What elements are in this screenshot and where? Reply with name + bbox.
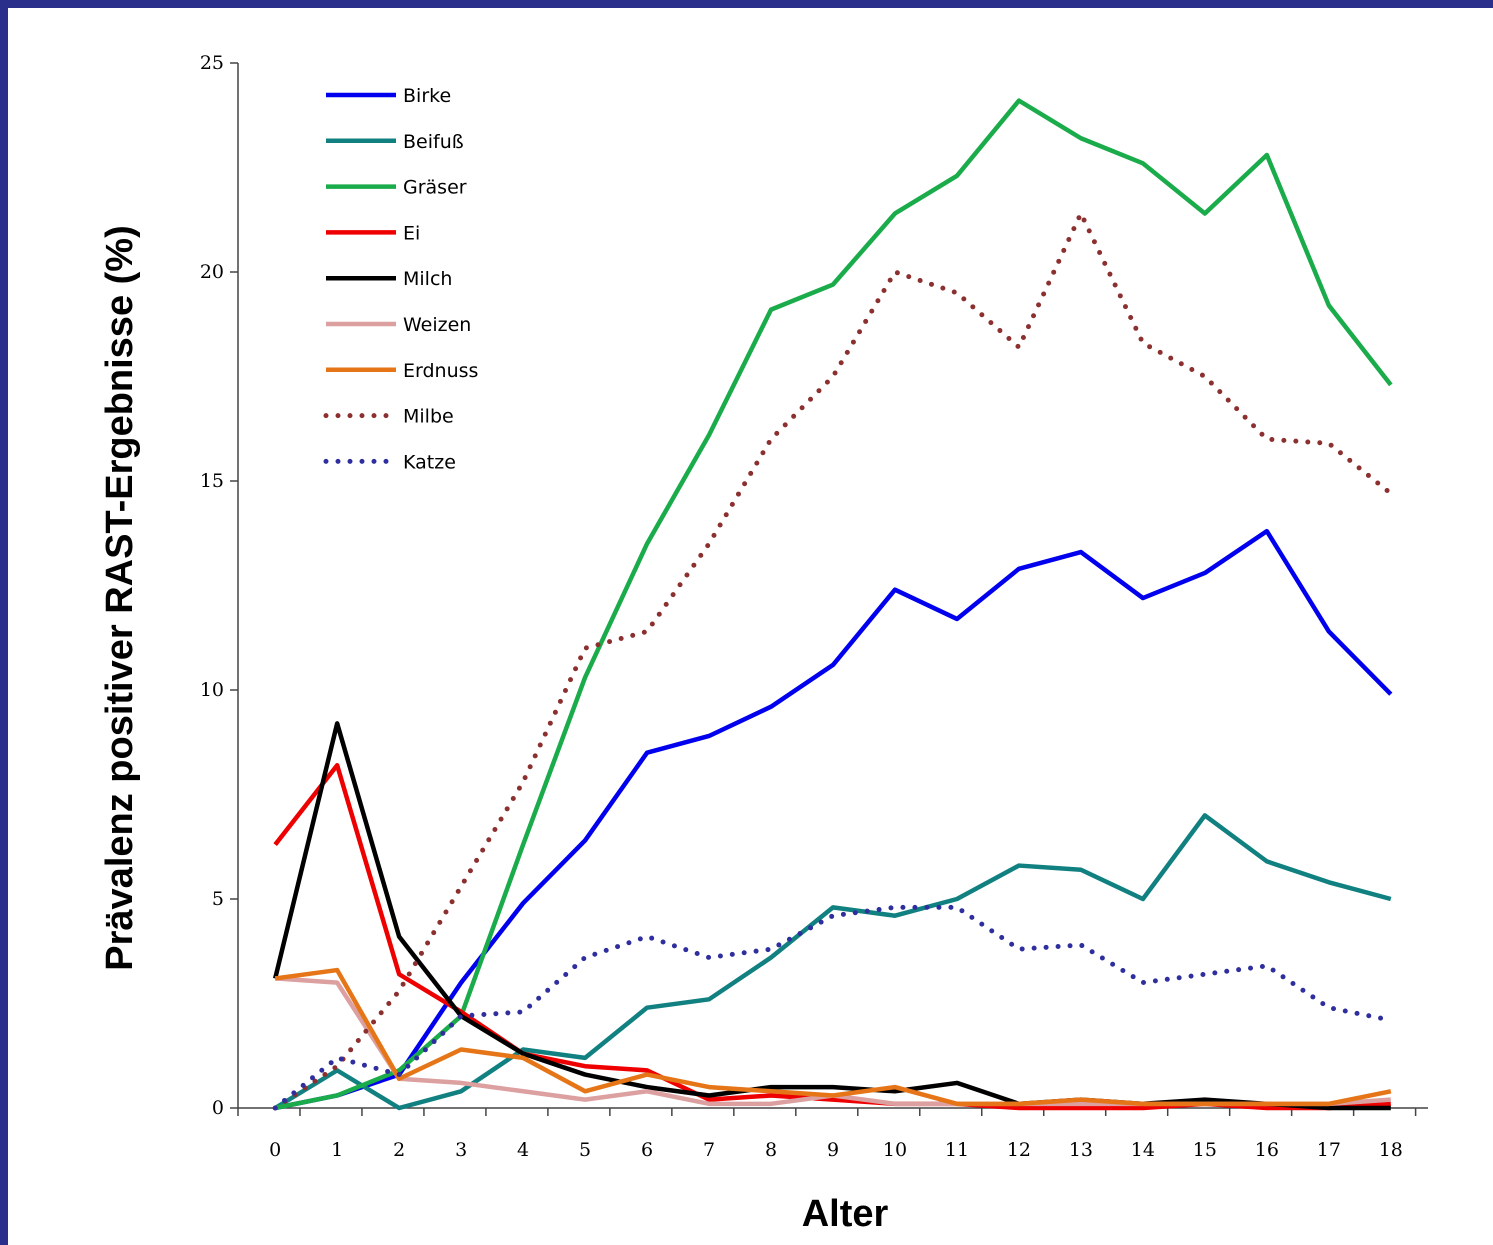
y-tick-label: 25 [200,52,224,74]
axes [230,62,1428,1116]
x-tick-label: 8 [765,1139,777,1161]
x-tick-label: 0 [269,1139,281,1161]
series-lines [272,98,1394,1111]
x-tick-label: 2 [393,1139,405,1161]
y-tick-label: 0 [212,1097,224,1119]
y-tick-label: 20 [200,261,224,283]
legend: Birke Beifuß Gräser Ei Milch Weizen Erdnuss Mil… [323,85,478,473]
legend-label: Milbe [403,406,454,428]
x-tick-label: 13 [1069,1139,1093,1161]
x-tick-label: 1 [331,1139,343,1161]
x-tick-label: 11 [945,1139,969,1161]
legend-label: Milch [403,268,452,290]
x-axis-title: Alter [802,1193,889,1235]
x-tick-label: 14 [1131,1139,1155,1161]
legend-label: Erdnuss [403,360,478,382]
y-tick-label: 15 [200,470,224,492]
y-tick-label: 5 [212,888,224,910]
x-tick-label: 5 [579,1139,591,1161]
y-tick-label: 10 [200,679,224,701]
series-line-erdnuss [274,967,1392,1107]
series-line-katze [272,904,1394,1111]
series-line-gräser [274,98,1393,1111]
legend-label: Beifuß [403,131,464,153]
x-tick-label: 3 [455,1139,467,1161]
x-tick-label: 12 [1007,1139,1031,1161]
x-tick-label: 17 [1317,1139,1341,1161]
x-tick-label: 10 [883,1139,907,1161]
x-tick-label: 7 [703,1139,715,1161]
x-tick-label: 9 [827,1139,839,1161]
x-tick-label: 6 [641,1139,653,1161]
legend-label: Weizen [403,314,471,336]
x-tick-label: 16 [1255,1139,1279,1161]
x-tick-label: 4 [517,1139,529,1161]
x-tick-label: 15 [1193,1139,1217,1161]
legend-label: Katze [403,451,456,473]
x-tick-label: 18 [1379,1139,1403,1161]
legend-label: Gräser [403,177,467,199]
chart-panel: 0 5 10 15 20 25 0 1 2 3 4 5 6 7 8 9 10 11 12 13 14 15 16 17 18 B… [8,8,1493,1245]
series-line-beifuß [274,813,1392,1111]
series-line-milbe [272,210,1394,1111]
legend-label: Birke [403,85,451,107]
series-line-birke [274,528,1393,1111]
y-axis-title: Prävalenz positiver RAST-Ergebnisse (%) [99,225,141,970]
legend-label: Ei [403,222,420,244]
